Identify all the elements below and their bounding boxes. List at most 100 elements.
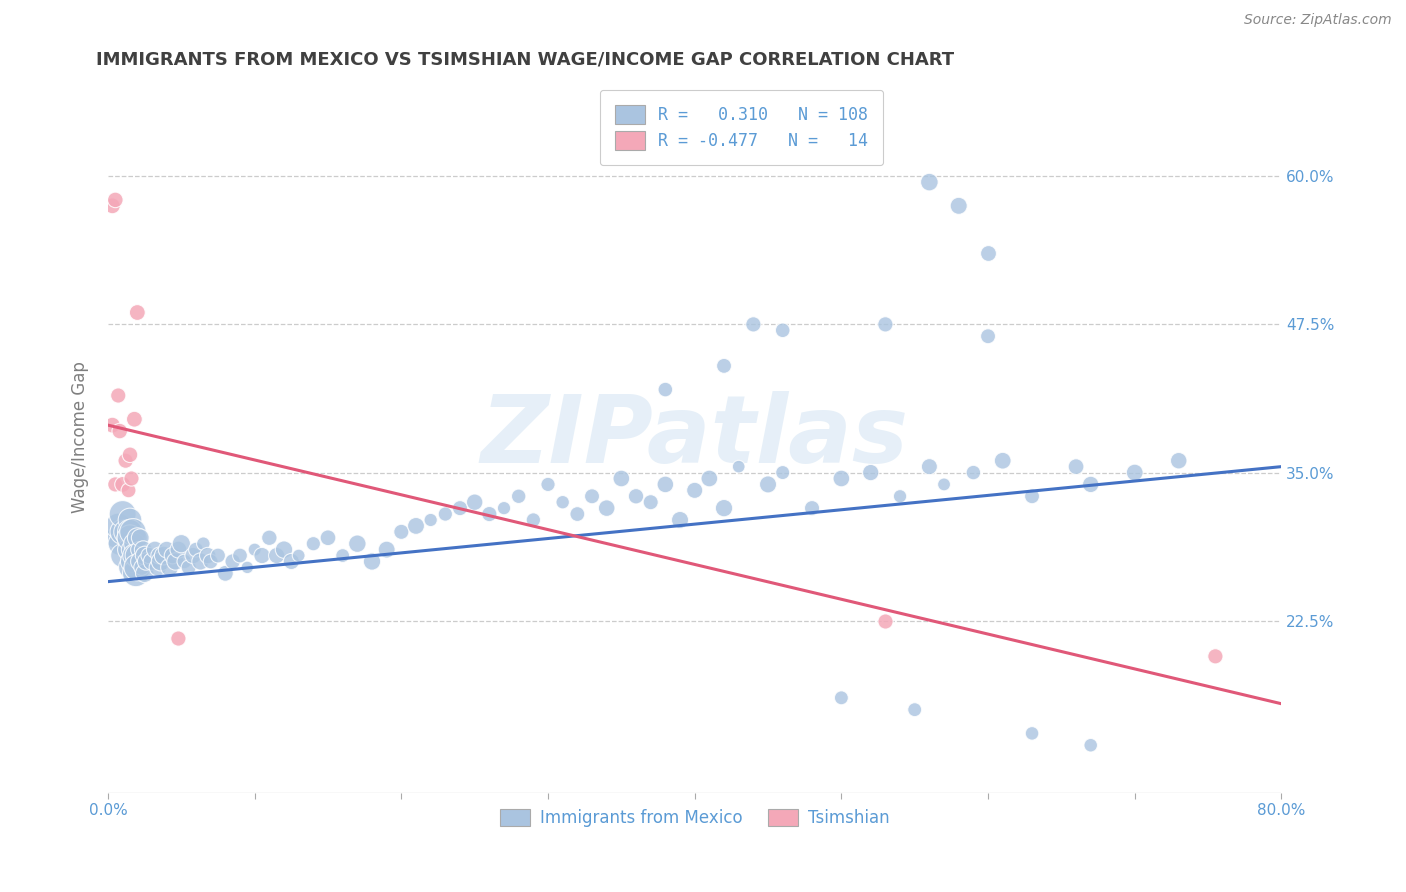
Point xyxy=(713,359,735,373)
Point xyxy=(875,614,897,628)
Text: Source: ZipAtlas.com: Source: ZipAtlas.com xyxy=(1244,13,1392,28)
Point xyxy=(1021,726,1043,740)
Point xyxy=(1021,489,1043,503)
Point xyxy=(120,542,142,557)
Point xyxy=(654,477,676,491)
Point xyxy=(405,519,427,533)
Point xyxy=(124,412,146,426)
Point xyxy=(610,471,633,485)
Point xyxy=(111,524,134,539)
Point xyxy=(1064,459,1087,474)
Point xyxy=(375,542,398,557)
Point xyxy=(522,513,544,527)
Point xyxy=(134,549,156,563)
Point xyxy=(117,542,139,557)
Point xyxy=(127,531,149,545)
Point xyxy=(108,424,131,438)
Point xyxy=(361,554,384,568)
Point xyxy=(389,524,412,539)
Point xyxy=(128,542,150,557)
Point xyxy=(152,549,174,563)
Point xyxy=(1080,477,1102,491)
Point xyxy=(134,566,156,581)
Point xyxy=(1123,466,1146,480)
Point xyxy=(193,537,215,551)
Point xyxy=(595,501,617,516)
Point xyxy=(118,560,141,574)
Point xyxy=(772,466,794,480)
Point xyxy=(654,383,676,397)
Point xyxy=(107,388,129,402)
Point xyxy=(551,495,574,509)
Point xyxy=(1167,453,1189,467)
Point xyxy=(190,554,212,568)
Point xyxy=(1204,649,1226,664)
Point xyxy=(131,560,153,574)
Point xyxy=(118,513,141,527)
Point xyxy=(156,542,179,557)
Point xyxy=(111,549,134,563)
Point xyxy=(129,554,152,568)
Point xyxy=(727,459,749,474)
Point xyxy=(125,566,148,581)
Point xyxy=(118,448,141,462)
Point xyxy=(287,549,309,563)
Point xyxy=(932,477,955,491)
Point xyxy=(118,524,141,539)
Point xyxy=(149,554,172,568)
Point xyxy=(173,554,195,568)
Point xyxy=(108,537,131,551)
Point xyxy=(567,507,589,521)
Point xyxy=(713,501,735,516)
Point xyxy=(197,549,219,563)
Text: IMMIGRANTS FROM MEXICO VS TSIMSHIAN WAGE/INCOME GAP CORRELATION CHART: IMMIGRANTS FROM MEXICO VS TSIMSHIAN WAGE… xyxy=(96,51,955,69)
Point xyxy=(146,560,169,574)
Point xyxy=(111,477,134,491)
Point xyxy=(478,507,501,521)
Point xyxy=(170,537,193,551)
Point xyxy=(962,466,984,480)
Point xyxy=(273,542,295,557)
Point xyxy=(229,549,252,563)
Point xyxy=(127,549,149,563)
Point xyxy=(977,329,1000,343)
Point xyxy=(859,466,882,480)
Point xyxy=(683,483,706,498)
Point xyxy=(537,477,560,491)
Point xyxy=(250,549,273,563)
Point xyxy=(167,542,190,557)
Point xyxy=(640,495,662,509)
Point xyxy=(165,554,187,568)
Point xyxy=(115,531,138,545)
Point xyxy=(122,524,145,539)
Point xyxy=(991,453,1014,467)
Point xyxy=(104,477,127,491)
Point xyxy=(162,549,184,563)
Point xyxy=(830,471,852,485)
Point xyxy=(200,554,222,568)
Point xyxy=(492,501,515,516)
Point xyxy=(148,549,170,563)
Point xyxy=(904,703,927,717)
Text: ZIPatlas: ZIPatlas xyxy=(481,391,908,483)
Point xyxy=(464,495,486,509)
Point xyxy=(127,305,149,319)
Point xyxy=(107,519,129,533)
Point xyxy=(280,554,302,568)
Point xyxy=(101,199,124,213)
Point xyxy=(214,566,236,581)
Point xyxy=(948,199,970,213)
Point xyxy=(127,560,149,574)
Point xyxy=(167,632,190,646)
Point xyxy=(120,554,142,568)
Point xyxy=(259,531,281,545)
Point xyxy=(266,549,288,563)
Point xyxy=(207,549,229,563)
Point xyxy=(120,471,142,485)
Point xyxy=(177,560,200,574)
Y-axis label: Wage/Income Gap: Wage/Income Gap xyxy=(72,361,89,513)
Point xyxy=(830,690,852,705)
Point xyxy=(434,507,457,521)
Point xyxy=(889,489,911,503)
Point xyxy=(143,542,166,557)
